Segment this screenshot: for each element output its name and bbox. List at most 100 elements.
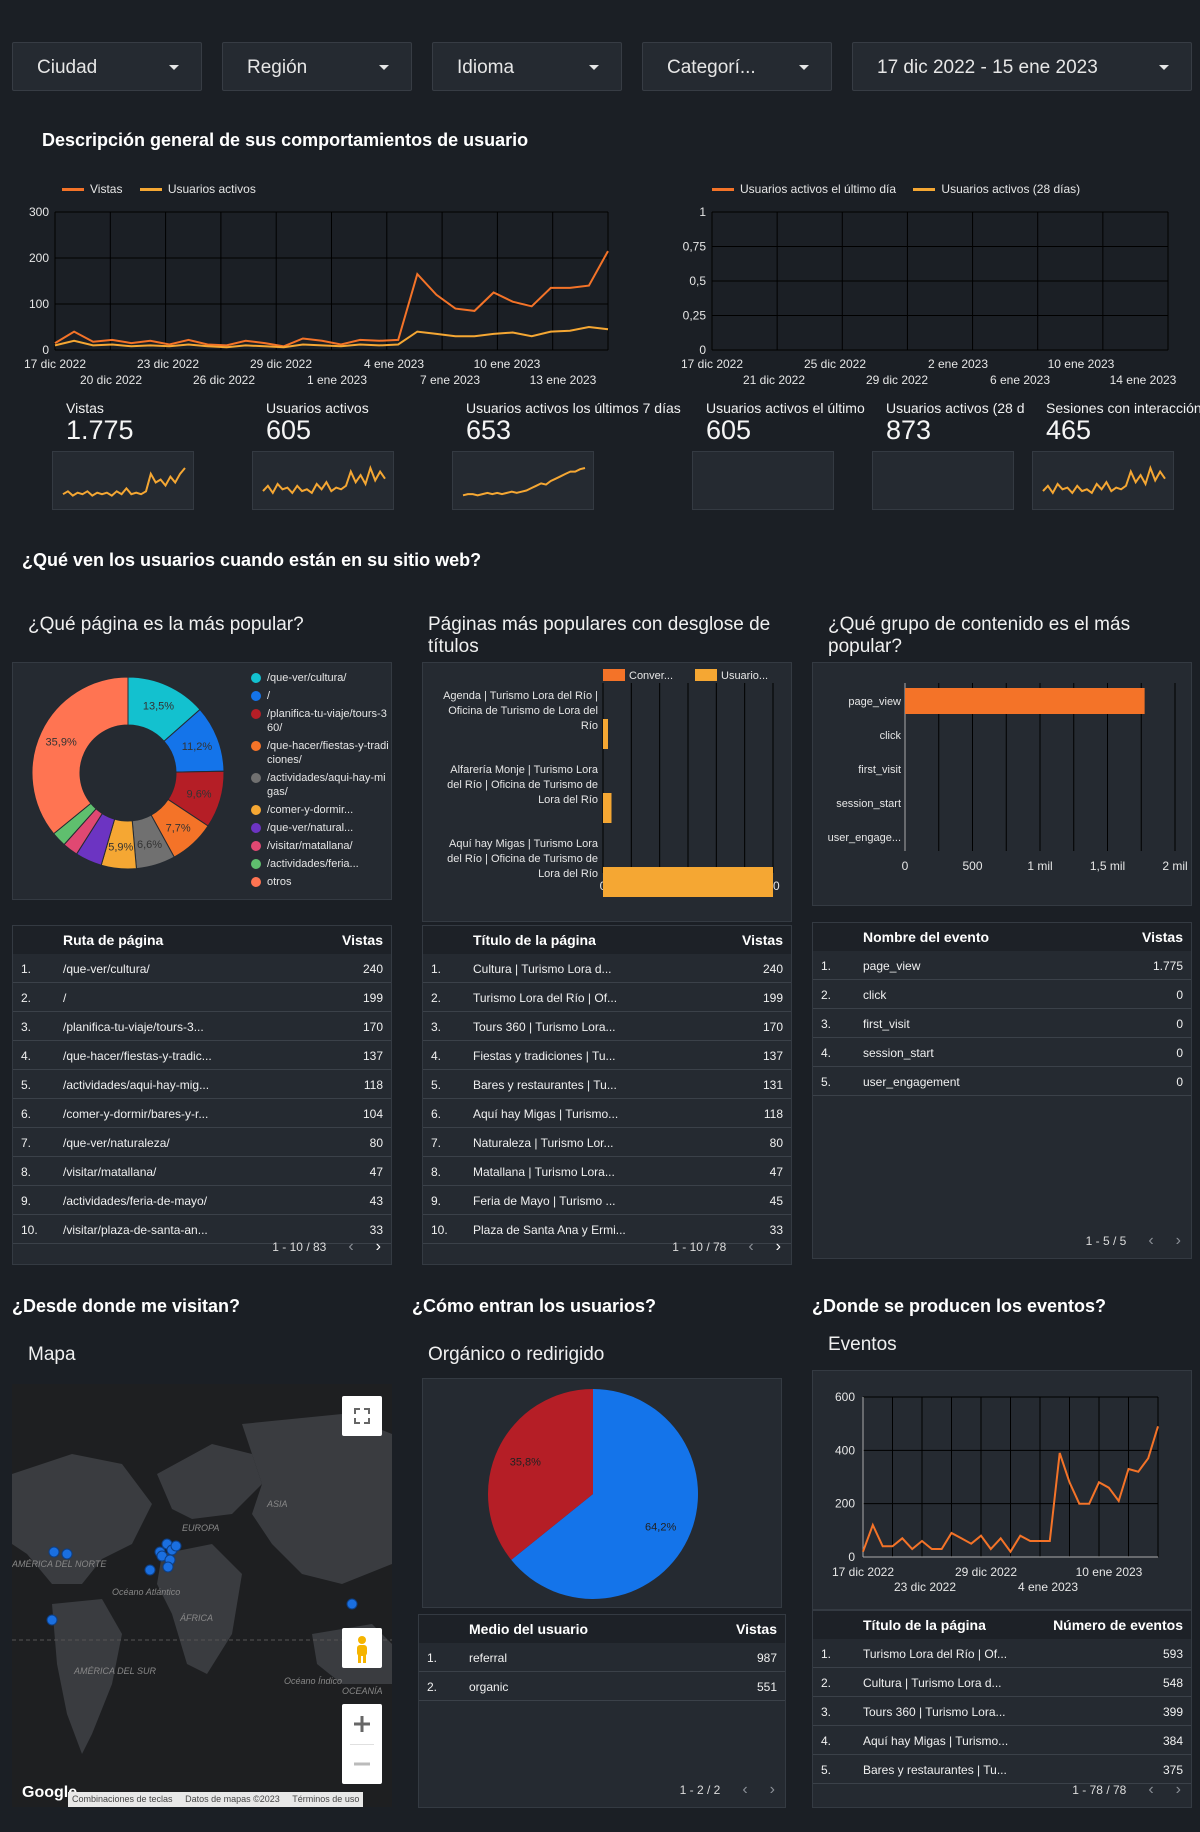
chevron-left-icon[interactable]: ‹	[1148, 1781, 1154, 1798]
table-row[interactable]: 2. Cultura | Turismo Lora d... 548	[813, 1668, 1191, 1697]
legend-item: Usuarios activos	[167, 182, 256, 196]
row-name: first_visit	[863, 1017, 910, 1031]
row-value: 45	[769, 1194, 783, 1208]
table-row[interactable]: 8. /visitar/matallana/47	[13, 1157, 391, 1186]
zoom-in-button[interactable]	[342, 1704, 382, 1744]
filter-label: Ciudad	[37, 57, 98, 78]
chevron-left-icon[interactable]: ‹	[742, 1781, 748, 1798]
row-value: 593	[1162, 1647, 1183, 1661]
column-header[interactable]: Vistas	[742, 932, 783, 948]
category-label: Lora del Río	[538, 794, 598, 806]
column-header[interactable]: Número de eventos	[1053, 1617, 1183, 1633]
section-title-events: ¿Donde se producen los eventos?	[812, 1296, 1107, 1316]
organic-title: Orgánico o redirigido	[428, 1344, 605, 1365]
table-row[interactable]: 3. Tours 360 | Turismo Lora... 399	[813, 1697, 1191, 1726]
category-label: session_start	[836, 798, 901, 810]
chevron-down-icon	[1159, 65, 1169, 70]
table-row[interactable]: 2. Turismo Lora del Río | Of... 199	[423, 983, 791, 1012]
row-index: 5.	[431, 1078, 442, 1092]
row-index: 5.	[821, 1763, 832, 1777]
table-row[interactable]: 9. /actividades/feria-de-mayo/43	[13, 1186, 391, 1215]
category-label: user_engage...	[828, 832, 901, 844]
table-row[interactable]: 5. Bares y restaurantes | Tu... 131	[423, 1070, 791, 1099]
category-label: Aquí hay Migas | Turismo Lora	[449, 838, 599, 850]
filter-region[interactable]: Región	[222, 42, 412, 91]
column-header[interactable]: Vistas	[1142, 929, 1183, 945]
sparkline-path	[1042, 464, 1166, 495]
row-value: 131	[762, 1078, 783, 1092]
chevron-right-icon[interactable]: ›	[1175, 1232, 1181, 1249]
column-header[interactable]: Nombre del evento	[863, 929, 990, 945]
visitor-marker	[48, 1546, 60, 1558]
column-header[interactable]: Medio del usuario	[469, 1621, 589, 1637]
row-name: Matallana | Turismo Lora...	[473, 1165, 615, 1179]
legend-item: /que-hacer/fiestas-y-tradiciones/	[251, 739, 391, 767]
column-header[interactable]: Título de la página	[863, 1617, 986, 1633]
table-row[interactable]: 2. click 0	[813, 980, 1191, 1009]
table-row[interactable]: 4. Fiestas y tradiciones | Tu... 137	[423, 1041, 791, 1070]
table-row[interactable]: 9. Feria de Mayo | Turismo ... 45	[423, 1186, 791, 1215]
table-row[interactable]: 1. Cultura | Turismo Lora d... 240	[423, 954, 791, 983]
x-tick-label: 25 dic 2022	[804, 357, 866, 371]
table-row[interactable]: 8. Matallana | Turismo Lora... 47	[423, 1157, 791, 1186]
table-row[interactable]: 5. user_engagement 0	[813, 1067, 1191, 1096]
filter-category[interactable]: Categorí...	[642, 42, 832, 91]
row-name: organic	[469, 1680, 509, 1694]
table-row[interactable]: 10. /visitar/plaza-de-santa-an... 33	[13, 1215, 391, 1244]
column-header[interactable]: Título de la página	[473, 932, 596, 948]
pagination: 1 - 2 / 2 ‹ ›	[680, 1781, 775, 1799]
table-row[interactable]: 1. referral 987	[419, 1643, 785, 1672]
legend-item: Usuarios activos (28 días)	[941, 182, 1081, 196]
filter-city[interactable]: Ciudad	[12, 42, 202, 91]
table-row[interactable]: 6. /comer-y-dormir/bares-y-r... 104	[13, 1099, 391, 1128]
row-name: Fiestas y tradiciones | Tu...	[473, 1049, 616, 1063]
table-row[interactable]: 5. Bares y restaurantes | Tu... 375	[813, 1755, 1191, 1784]
table-row[interactable]: 7. /que-ver/naturaleza/80	[13, 1128, 391, 1157]
table-row[interactable]: 1. /que-ver/cultura/240	[13, 954, 391, 983]
chevron-right-icon[interactable]: ›	[1175, 1781, 1181, 1798]
keyboard-shortcuts-link[interactable]: Combinaciones de teclas	[72, 1794, 173, 1804]
sparkline-svg	[462, 467, 586, 497]
table-row[interactable]: 3. first_visit 0	[813, 1009, 1191, 1038]
terms-link[interactable]: Términos de uso	[292, 1794, 360, 1804]
table-row[interactable]: 7. Naturaleza | Turismo Lor... 80	[423, 1128, 791, 1157]
x-tick-label: 17 dic 2022	[681, 357, 743, 371]
titles-breakdown-panel: Conver...Usuario...0204060Agenda | Turis…	[422, 662, 792, 922]
zoom-out-button[interactable]	[342, 1744, 382, 1784]
row-index: 5.	[21, 1078, 32, 1092]
table-row[interactable]: 3. /planifica-tu-viaje/tours-3... 170	[13, 1012, 391, 1041]
table-row[interactable]: 5. /actividades/aqui-hay-mig... 118	[13, 1070, 391, 1099]
chevron-left-icon[interactable]: ‹	[748, 1238, 754, 1255]
table-row[interactable]: 2. / 199	[13, 983, 391, 1012]
legend-item: /actividades/feria...	[251, 857, 391, 871]
table-row[interactable]: 4. /que-hacer/fiestas-y-tradic... 137	[13, 1041, 391, 1070]
row-index: 3.	[21, 1020, 32, 1034]
row-name: click	[863, 988, 887, 1002]
world-map[interactable]: ASIA EUROPA AMÉRICA DEL NORTE Océano Atlánt…	[12, 1384, 392, 1807]
fullscreen-button[interactable]	[342, 1396, 382, 1436]
table-row[interactable]: 6. Aquí hay Migas | Turismo... 118	[423, 1099, 791, 1128]
chevron-right-icon[interactable]: ›	[769, 1781, 775, 1798]
date-range-picker[interactable]: 17 dic 2022 - 15 ene 2023	[852, 42, 1192, 91]
events-title-table: Título de la página Número de eventos 1. Tu…	[812, 1610, 1192, 1808]
legend-swatch	[251, 741, 261, 751]
chevron-left-icon[interactable]: ‹	[1148, 1232, 1154, 1249]
column-header[interactable]: Vistas	[342, 932, 383, 948]
row-value: 33	[769, 1223, 783, 1237]
chevron-left-icon[interactable]: ‹	[348, 1238, 354, 1255]
table-row[interactable]: 1. page_view 1.775	[813, 951, 1191, 980]
filter-language[interactable]: Idioma	[432, 42, 622, 91]
table-row[interactable]: 10. Plaza de Santa Ana y Ermi... 33	[423, 1215, 791, 1244]
column-header[interactable]: Ruta de página	[63, 932, 164, 948]
table-row[interactable]: 4. session_start 0	[813, 1038, 1191, 1067]
chevron-right-icon[interactable]: ›	[375, 1238, 381, 1255]
row-name: Plaza de Santa Ana y Ermi...	[473, 1223, 626, 1237]
table-row[interactable]: 1. Turismo Lora del Río | Of... 593	[813, 1639, 1191, 1668]
table-row[interactable]: 2. organic 551	[419, 1672, 785, 1701]
chevron-right-icon[interactable]: ›	[775, 1238, 781, 1255]
table-row[interactable]: 3. Tours 360 | Turismo Lora... 170	[423, 1012, 791, 1041]
y-tick-label: 0	[699, 343, 706, 357]
street-view-button[interactable]	[342, 1628, 382, 1668]
table-row[interactable]: 4. Aquí hay Migas | Turismo... 384	[813, 1726, 1191, 1755]
column-header[interactable]: Vistas	[736, 1621, 777, 1637]
